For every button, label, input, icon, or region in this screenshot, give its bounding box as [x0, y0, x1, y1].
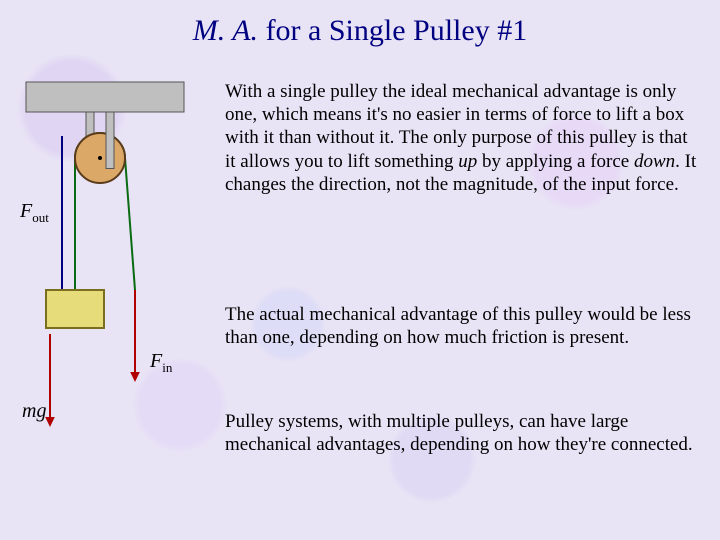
page-title: M. A. for a Single Pulley #1 — [0, 14, 720, 48]
paragraph-3: Pulley systems, with multiple pulleys, c… — [225, 410, 700, 456]
paragraph-1: With a single pulley the ideal mechanica… — [225, 80, 700, 196]
title-rest: for a Single Pulley #1 — [258, 14, 527, 47]
title-ma: M. A. — [193, 14, 258, 47]
pulley-diagram — [8, 74, 218, 504]
paragraph-2: The actual mechanical advantage of this … — [225, 303, 700, 349]
